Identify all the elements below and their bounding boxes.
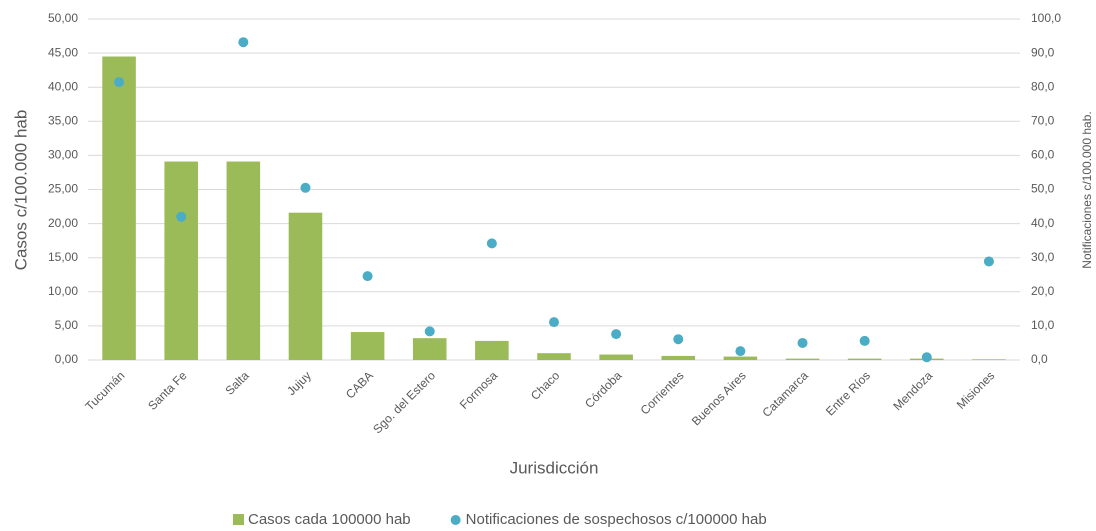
- point: [549, 317, 559, 328]
- y2-tick-label: 80,0: [1031, 79, 1055, 93]
- y-tick-label: 50,00: [48, 11, 78, 25]
- y-tick-label: 25,00: [48, 182, 78, 196]
- y2-tick-label: 60,0: [1031, 148, 1055, 162]
- y2-tick-label: 50,0: [1031, 182, 1055, 196]
- bar: [847, 358, 882, 360]
- x-tick-label: Santa Fe: [145, 368, 190, 413]
- point: [114, 77, 125, 88]
- y2-tick-label: 0,0: [1031, 352, 1048, 366]
- bar: [785, 358, 820, 360]
- bar: [537, 353, 571, 360]
- point: [921, 352, 932, 363]
- x-tick-label: Buenos Aires: [689, 368, 749, 428]
- point: [673, 334, 684, 345]
- y-tick-label: 5,00: [55, 318, 79, 332]
- y2-tick-label: 90,0: [1031, 45, 1055, 59]
- point: [983, 256, 994, 267]
- bar: [102, 56, 136, 360]
- bar: [972, 359, 1006, 360]
- point: [486, 238, 497, 249]
- point: [859, 335, 870, 346]
- x-tick-label: Chaco: [528, 368, 563, 403]
- legend-label: Notificaciones de sospechosos c/100000 h…: [466, 511, 767, 528]
- y-tick-label: 30,00: [48, 148, 78, 162]
- bar: [412, 338, 447, 360]
- y-axis-title: Casos c/100.000 hab: [11, 110, 30, 271]
- y2-tick-label: 20,0: [1031, 284, 1055, 298]
- point: [735, 346, 746, 357]
- y2-tick-label: 10,0: [1031, 318, 1055, 332]
- y2-tick-label: 40,0: [1031, 216, 1055, 230]
- x-axis-title: Jurisdicción: [510, 458, 599, 477]
- x-tick-label: Entre Ríos: [823, 368, 873, 418]
- point: [362, 271, 373, 282]
- y-tick-label: 40,00: [48, 79, 78, 93]
- x-tick-label: Córdoba: [582, 368, 625, 411]
- bar: [599, 354, 633, 360]
- bar: [288, 212, 323, 360]
- point: [176, 211, 187, 222]
- y2-tick-label: 70,0: [1031, 113, 1055, 127]
- x-tick-label: Sgo. del Estero: [370, 368, 438, 436]
- bar: [350, 332, 385, 360]
- y2-axis-title: Notificaciones c/100.000 hab.: [1080, 111, 1094, 268]
- bar: [475, 340, 509, 360]
- y-tick-label: 35,00: [48, 113, 78, 127]
- bar: [723, 356, 758, 360]
- x-tick-label: Misiones: [954, 368, 997, 411]
- point: [797, 337, 808, 348]
- bar: [226, 161, 261, 360]
- y-tick-label: 0,00: [55, 352, 79, 366]
- point: [238, 37, 249, 48]
- legend-swatch: [450, 515, 461, 525]
- x-tick-label: Mendoza: [890, 368, 935, 413]
- point: [424, 326, 435, 337]
- x-tick-label: Salta: [222, 368, 251, 397]
- x-tick-label: Tucumán: [82, 368, 127, 413]
- point: [300, 182, 311, 193]
- y2-tick-label: 30,0: [1031, 250, 1055, 264]
- legend-swatch: [233, 514, 244, 525]
- x-tick-label: Catamarca: [759, 368, 811, 420]
- y-tick-label: 45,00: [48, 45, 78, 59]
- x-tick-label: Corrientes: [638, 368, 687, 417]
- legend-label: Casos cada 100000 hab: [248, 511, 411, 528]
- x-tick-label: CABA: [343, 368, 376, 401]
- bar: [164, 161, 198, 360]
- y2-tick-label: 100,0: [1031, 11, 1061, 25]
- y-tick-label: 15,00: [48, 250, 78, 264]
- x-tick-label: Jujuy: [284, 368, 314, 398]
- point: [611, 329, 622, 340]
- y-tick-label: 10,00: [48, 284, 78, 298]
- bar: [661, 355, 696, 360]
- x-tick-label: Formosa: [457, 368, 501, 412]
- y-tick-label: 20,00: [48, 216, 78, 230]
